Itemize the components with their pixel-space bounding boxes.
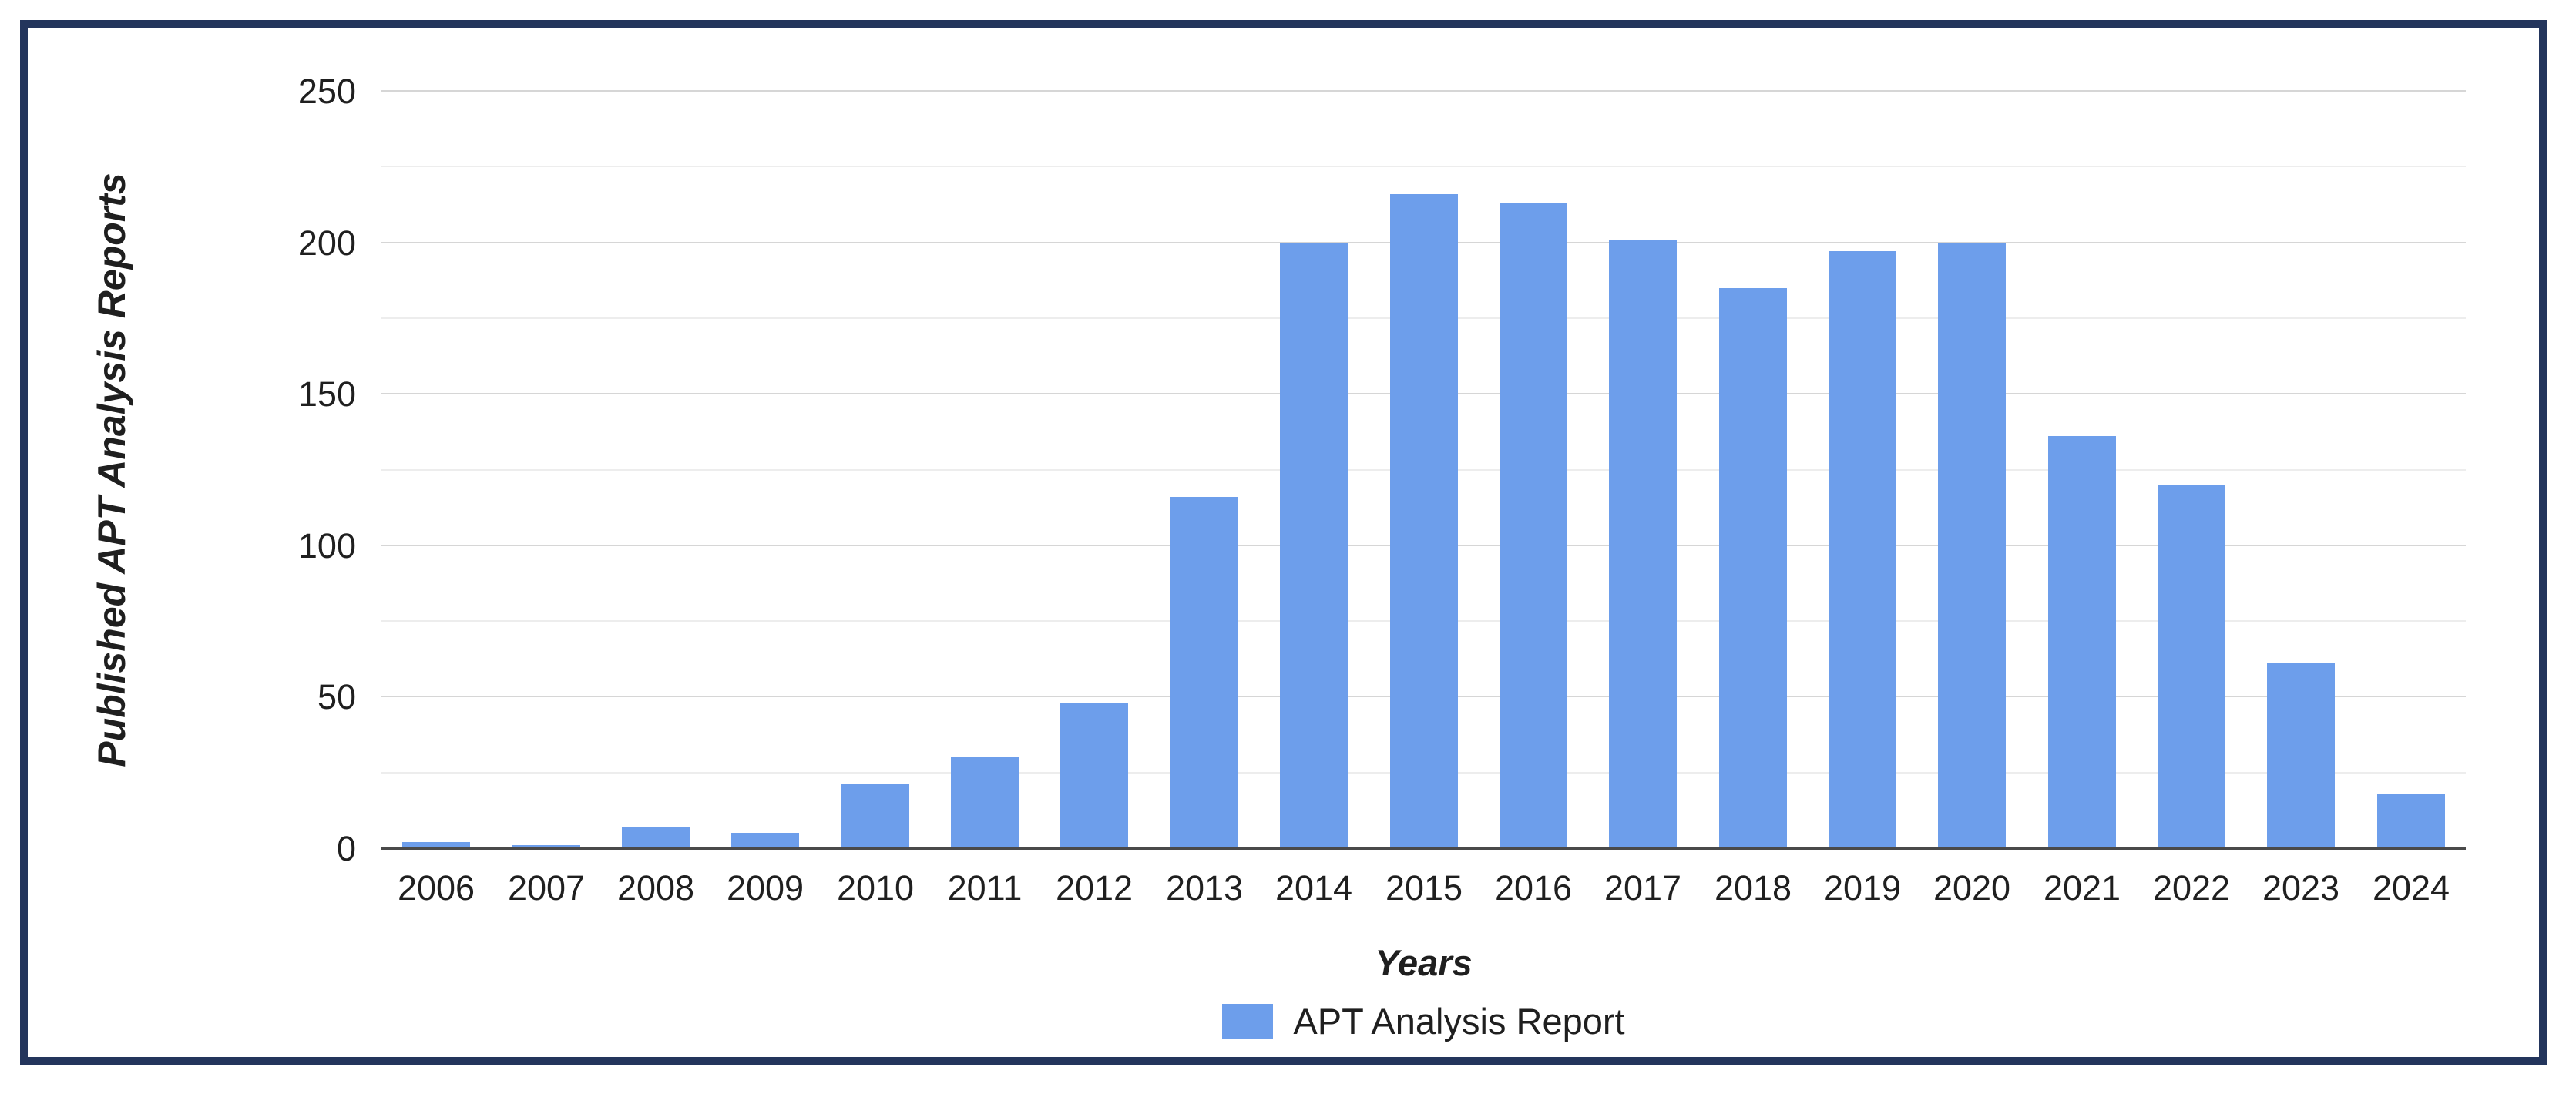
- bar-2012: [1060, 703, 1128, 848]
- gridline-225: [381, 166, 2466, 168]
- x-tick-2017: 2017: [1604, 868, 1682, 908]
- bar-2013: [1170, 497, 1238, 848]
- bar-2020: [1938, 243, 2006, 848]
- bar-2024: [2377, 794, 2445, 848]
- legend: APT Analysis Report: [381, 1002, 2466, 1042]
- x-tick-2010: 2010: [836, 868, 915, 908]
- x-tick-2012: 2012: [1055, 868, 1134, 908]
- x-tick-2022: 2022: [2152, 868, 2231, 908]
- bar-2023: [2267, 663, 2335, 848]
- y-tick-100: 100: [297, 526, 356, 565]
- plot-area: [381, 46, 2466, 894]
- bar-2009: [731, 833, 799, 848]
- x-tick-2013: 2013: [1165, 868, 1244, 908]
- x-tick-2018: 2018: [1714, 868, 1792, 908]
- x-tick-2023: 2023: [2262, 868, 2340, 908]
- y-axis-title: Published APT Analysis Reports: [90, 173, 133, 767]
- bar-2014: [1280, 243, 1348, 848]
- x-tick-2007: 2007: [507, 868, 586, 908]
- bar-2011: [951, 757, 1019, 848]
- x-tick-2015: 2015: [1385, 868, 1463, 908]
- legend-swatch: [1222, 1004, 1274, 1039]
- x-tick-2014: 2014: [1275, 868, 1353, 908]
- x-axis-line: [381, 847, 2466, 850]
- bar-2021: [2048, 436, 2116, 848]
- bar-2006: [402, 842, 470, 848]
- gridline-250: [381, 90, 2466, 92]
- y-tick-200: 200: [297, 223, 356, 263]
- x-tick-2019: 2019: [1823, 868, 1902, 908]
- bar-2017: [1609, 240, 1677, 848]
- x-axis-title: Years: [1375, 942, 1473, 983]
- bar-2019: [1829, 251, 1896, 848]
- y-tick-250: 250: [297, 72, 356, 111]
- y-tick-50: 50: [317, 677, 356, 716]
- x-tick-2011: 2011: [947, 868, 1023, 908]
- x-tick-2008: 2008: [616, 868, 695, 908]
- bar-2010: [841, 784, 909, 848]
- bar-2018: [1719, 288, 1787, 848]
- y-tick-150: 150: [297, 374, 356, 414]
- legend-label: APT Analysis Report: [1293, 1001, 1625, 1042]
- bar-2015: [1390, 194, 1458, 848]
- bar-2016: [1500, 203, 1567, 848]
- x-tick-2024: 2024: [2372, 868, 2450, 908]
- bar-2008: [622, 827, 690, 848]
- y-tick-0: 0: [336, 829, 356, 868]
- x-tick-2009: 2009: [726, 868, 804, 908]
- x-tick-2006: 2006: [397, 868, 475, 908]
- bar-2022: [2158, 485, 2225, 848]
- x-tick-2016: 2016: [1494, 868, 1573, 908]
- x-tick-2020: 2020: [1933, 868, 2011, 908]
- x-tick-2021: 2021: [2043, 868, 2121, 908]
